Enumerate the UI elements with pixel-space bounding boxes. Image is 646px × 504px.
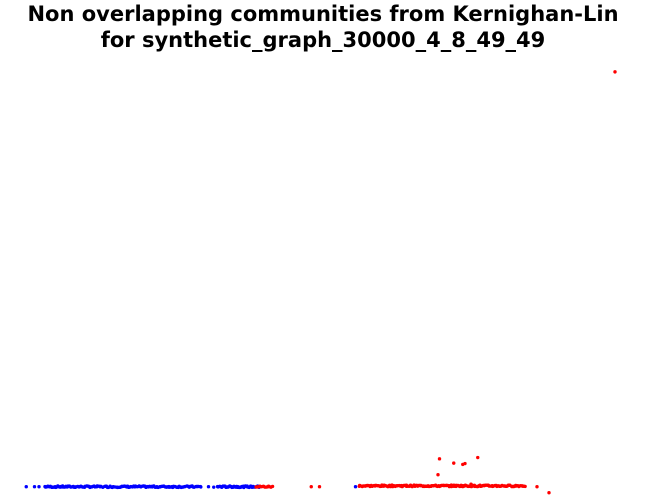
community-2-outlier-point-0 [309,485,313,489]
community-1-outlier-point-7 [353,485,358,489]
community-2-outlier-point-6 [463,461,467,466]
community-2-outlier-point-7 [476,455,480,460]
community-1-outlier-point-3 [206,485,211,489]
community-2-outlier-point-4 [452,461,456,465]
community-2-outlier-point-2 [357,484,361,488]
data-points [24,70,617,495]
community-1-outlier-point-5 [232,484,236,488]
community-2-outlier-point-9 [469,482,473,486]
chart-title-line-2: for synthetic_graph_30000_4_8_49_49 [100,28,546,52]
community-2-outlier-point-10 [535,485,539,489]
community-2-outlier-point-11 [547,491,551,495]
community-2-outlier-point-8 [436,473,440,477]
community-1-outlier-point-1 [32,485,37,489]
community-1-outlier-point-0 [24,485,28,489]
community-2-outlier-point-12 [613,70,617,74]
community-1-cluster-point-139 [199,485,203,489]
community-1-outlier-point-4 [212,485,216,489]
community-2-cluster-point-13 [270,484,275,489]
community-2-outlier-point-1 [317,485,322,489]
community-2-cluster-point-183 [523,484,527,489]
community-2-outlier-point-3 [437,457,442,461]
community-1-outlier-point-2 [37,485,41,489]
community-1-outlier-point-6 [241,485,245,489]
chart-title-line-1: Non overlapping communities from Kernigh… [27,2,619,26]
chart-title: Non overlapping communities from Kernigh… [0,0,646,53]
